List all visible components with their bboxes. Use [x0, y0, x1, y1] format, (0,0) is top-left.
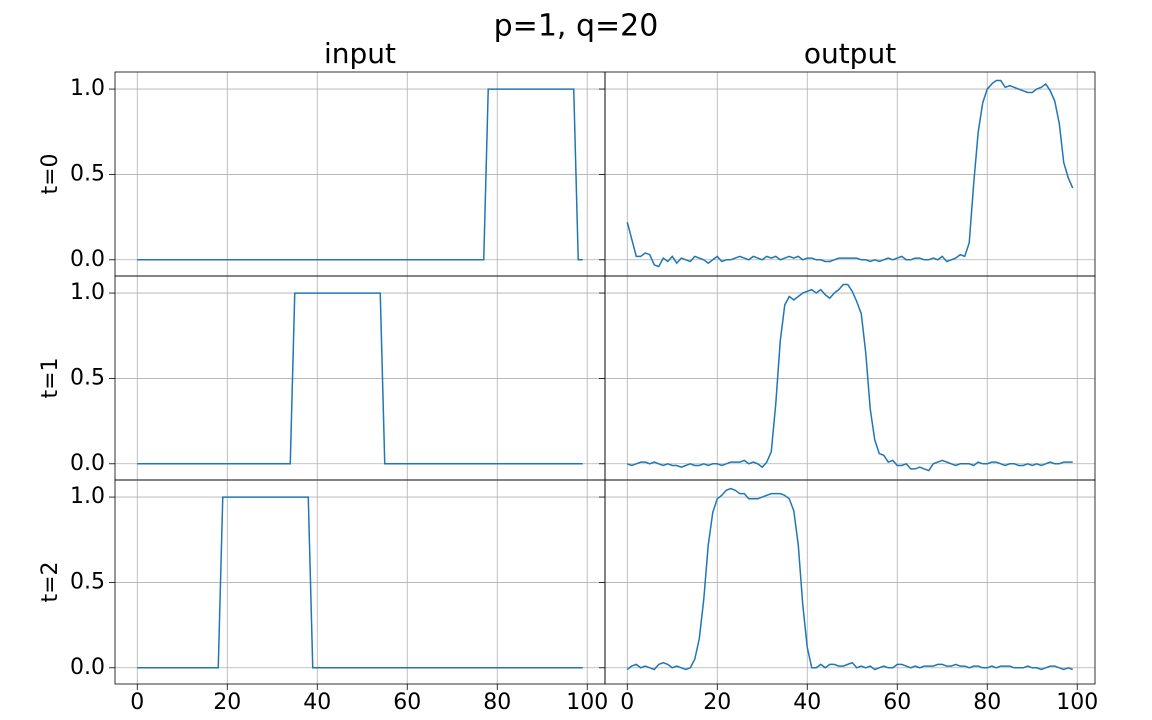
- axes-frame: [114, 275, 606, 481]
- data-line: [626, 79, 1074, 268]
- x-tick-label: 40: [793, 690, 821, 715]
- data-line: [627, 283, 1073, 472]
- y-tick-label: 1.0: [70, 76, 105, 101]
- x-tick-label: 80: [973, 690, 1001, 715]
- y-tick-label: 0.5: [70, 365, 105, 390]
- x-tick-label: 60: [883, 690, 911, 715]
- x-tick-label: 0: [130, 690, 144, 715]
- data-line: [137, 88, 583, 261]
- y-tick-label: 0.5: [70, 161, 105, 186]
- x-tick-label: 100: [566, 690, 608, 715]
- axes-title: output: [804, 37, 896, 70]
- axes-frame: [114, 71, 606, 277]
- axes-frame: [604, 479, 1096, 685]
- y-tick-label: 0.0: [70, 451, 105, 476]
- y-axis-label: t=2: [38, 561, 63, 602]
- y-tick-label: 1.0: [70, 280, 105, 305]
- x-tick-label: 60: [393, 690, 421, 715]
- y-axis-label: t=1: [38, 357, 63, 398]
- x-tick-label: 40: [303, 690, 331, 715]
- y-tick-label: 0.5: [70, 569, 105, 594]
- data-line: [137, 292, 583, 465]
- data-line: [137, 496, 583, 669]
- axes-frame: [604, 71, 1096, 277]
- x-tick-label: 0: [620, 690, 634, 715]
- x-tick-label: 20: [213, 690, 241, 715]
- y-tick-label: 0.0: [70, 247, 105, 272]
- axes-frame: [114, 479, 606, 685]
- y-axis-label: t=0: [38, 153, 63, 194]
- x-tick-label: 20: [703, 690, 731, 715]
- axes-frame: [604, 275, 1096, 481]
- axes-title: input: [324, 37, 396, 70]
- x-tick-label: 80: [483, 690, 511, 715]
- y-tick-label: 0.0: [70, 655, 105, 680]
- y-tick-label: 1.0: [70, 484, 105, 509]
- data-line: [626, 487, 1073, 671]
- figure-title: p=1, q=20: [494, 9, 659, 44]
- x-tick-label: 100: [1056, 690, 1098, 715]
